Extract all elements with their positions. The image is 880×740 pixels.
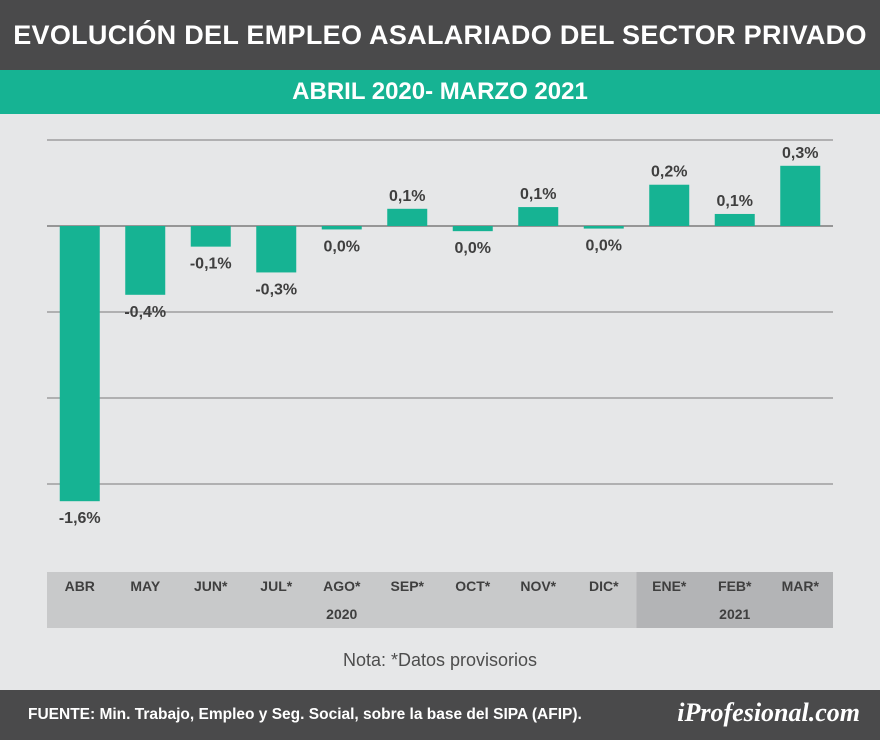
year-band-2020	[47, 572, 637, 628]
value-label: 0,0%	[324, 238, 360, 255]
category-label: MAY	[130, 578, 160, 594]
value-label: -1,6%	[59, 510, 101, 527]
bar-jun	[190, 226, 231, 247]
category-label: ABR	[65, 578, 95, 594]
year-band-2021	[636, 572, 833, 628]
year-label: 2020	[326, 606, 357, 622]
category-label: ENE*	[652, 578, 687, 594]
chart-title: EVOLUCIÓN DEL EMPLEO ASALARIADO DEL SECT…	[0, 0, 880, 70]
category-label: OCT*	[455, 578, 491, 594]
category-label: JUL*	[260, 578, 292, 594]
bar-ago	[321, 226, 362, 230]
bar-may	[125, 226, 166, 295]
category-label: NOV*	[520, 578, 556, 594]
bar-sep	[387, 208, 428, 226]
category-label: FEB*	[718, 578, 752, 594]
value-label: 0,1%	[717, 193, 753, 210]
footnote: Nota: *Datos provisorios	[342, 650, 538, 670]
value-label: -0,3%	[255, 281, 297, 298]
bar-mar	[780, 165, 821, 226]
footer-bar: FUENTE: Min. Trabajo, Empleo y Seg. Soci…	[0, 690, 880, 740]
value-label: 0,2%	[651, 164, 687, 181]
category-label: DIC*	[589, 578, 619, 594]
value-label: 0,1%	[389, 188, 425, 205]
brand-logo: iProfesional.com	[677, 698, 860, 727]
value-label: 0,1%	[520, 186, 556, 203]
year-label: 2021	[719, 606, 750, 622]
category-label: JUN*	[194, 578, 228, 594]
category-label: AGO*	[323, 578, 361, 594]
bar-oct	[452, 226, 493, 232]
bar-feb	[714, 213, 755, 226]
bar-ene	[649, 184, 690, 226]
value-label: 0,0%	[586, 238, 622, 255]
bar-dic	[583, 226, 624, 229]
value-label: 0,3%	[782, 145, 818, 162]
bar-chart: 2020 2021 ABR MAY JUN* JUL* AGO* SEP* OCT* NOV* DI…	[47, 139, 833, 628]
source-text: FUENTE: Min. Trabajo, Empleo y Seg. Soci…	[28, 706, 582, 723]
value-label: 0,0%	[455, 240, 491, 257]
value-label: -0,4%	[124, 304, 166, 321]
value-label: -0,1%	[190, 256, 232, 273]
category-label: MAR*	[782, 578, 820, 594]
chart-subtitle: ABRIL 2020- MARZO 2021	[0, 70, 880, 114]
bar-jul	[256, 226, 297, 273]
category-label: SEP*	[391, 578, 425, 594]
bar-nov	[518, 207, 559, 226]
bar-abr	[59, 226, 100, 502]
